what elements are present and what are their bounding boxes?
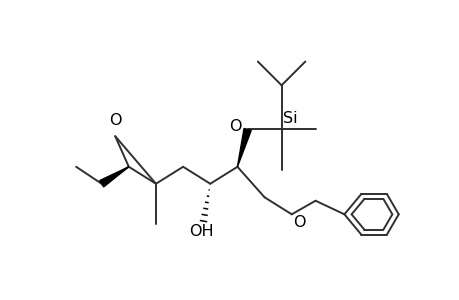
Text: Si: Si [283, 111, 297, 126]
Text: OH: OH [189, 224, 213, 239]
Text: O: O [109, 113, 121, 128]
Text: O: O [292, 215, 305, 230]
Polygon shape [237, 128, 251, 167]
Polygon shape [100, 167, 129, 187]
Text: O: O [229, 119, 241, 134]
